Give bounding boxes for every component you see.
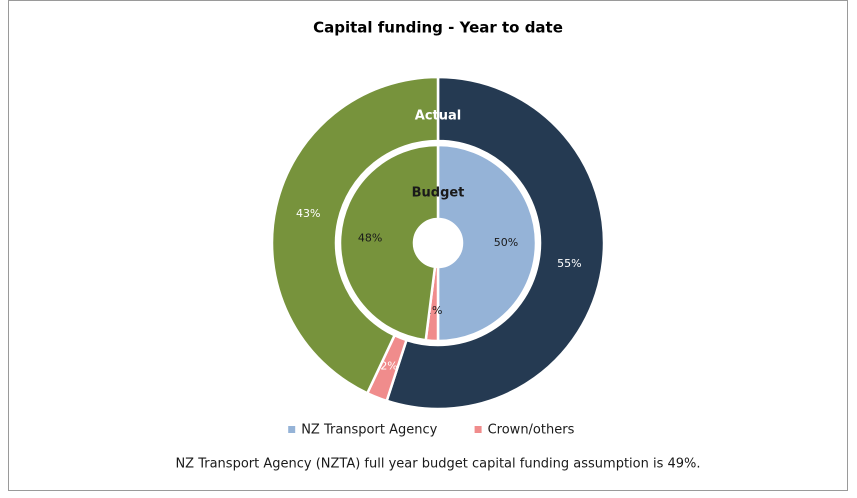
note: NZ Transport Agency (NZTA) full year bud… (175, 457, 700, 472)
data-label: 2% (380, 360, 397, 373)
chart-title: Capital funding - Year to date (313, 19, 563, 37)
donut-segment (436, 143, 538, 343)
legend-label: NZ Transport Agency (301, 423, 437, 438)
donut-segment (270, 75, 440, 395)
legend-marker (288, 426, 296, 433)
legend-marker (474, 426, 482, 433)
data-label: 43% (296, 207, 320, 220)
ring-label: Budget (412, 186, 465, 201)
data-label: 48% (358, 232, 382, 245)
data-label: 55% (557, 257, 581, 270)
donut-segment (338, 143, 440, 342)
legend-label: Crown/others (488, 423, 575, 438)
ring-label: Actual (415, 109, 461, 124)
donut-segment (385, 75, 606, 411)
chart-border (8, 0, 848, 491)
data-label: 50% (494, 236, 518, 249)
